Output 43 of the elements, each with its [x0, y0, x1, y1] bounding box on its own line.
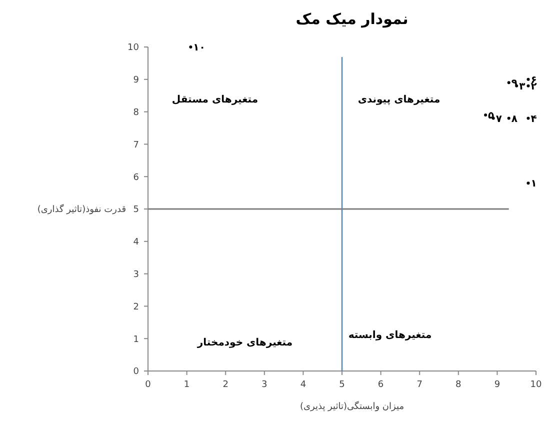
- chart-title: نمودار میک مک: [296, 10, 408, 28]
- annotation: متغیرهای مستقل: [172, 94, 258, 106]
- point: [189, 46, 192, 48]
- series-label: ۳: [519, 81, 526, 92]
- y-tick-label: 9: [133, 76, 140, 86]
- point: [526, 78, 530, 81]
- annotation: متغیرهای خودمختار: [196, 337, 293, 348]
- y-tick-label: 7: [133, 140, 139, 150]
- x-tick-label: 0: [145, 380, 152, 390]
- x-tick-label: 8: [456, 380, 462, 390]
- x-axis-title: میزان وابستگی(تاثیر پذیری): [300, 400, 404, 412]
- y-tick-label: 6: [133, 172, 140, 183]
- series-label: ۴: [530, 114, 537, 125]
- x-tick-label: 3: [262, 380, 268, 390]
- point: [484, 114, 488, 117]
- x-tick-label: 6: [378, 380, 384, 390]
- x-tick-label: 4: [300, 380, 306, 390]
- x-tick-label: 7: [416, 380, 422, 390]
- x-tick-label: 10: [530, 380, 542, 390]
- series-label: ۱۰: [193, 42, 206, 54]
- y-tick-label: 10: [128, 43, 140, 54]
- x-tick-label: 2: [222, 380, 228, 390]
- y-tick-label: 1: [133, 334, 139, 345]
- annotation: متغیرهای پیوندی: [358, 94, 440, 106]
- point: [507, 116, 510, 120]
- y-axis-title: قدرت نفوذ(تاثیر گذاری): [37, 203, 126, 216]
- y-tick-label: 5: [133, 205, 139, 216]
- x-tick-label: 1: [184, 380, 190, 390]
- point: [526, 84, 530, 88]
- y-tick-label: 4: [133, 238, 140, 248]
- y-tick-label: 3: [133, 270, 139, 280]
- series-label: ۸: [511, 114, 518, 125]
- x-tick-label: 9: [494, 380, 500, 390]
- y-tick-label: 8: [133, 108, 140, 118]
- y-tick-label: 2: [133, 302, 139, 312]
- point: [507, 81, 510, 84]
- x-tick-label: 5: [339, 380, 345, 390]
- annotation: متغیرهای وابسته: [348, 330, 432, 342]
- y-tick-label: 0: [133, 367, 140, 378]
- point: [526, 182, 530, 185]
- series-label: ۷: [496, 114, 502, 125]
- point: [526, 116, 530, 120]
- series-label: ۱: [530, 178, 537, 190]
